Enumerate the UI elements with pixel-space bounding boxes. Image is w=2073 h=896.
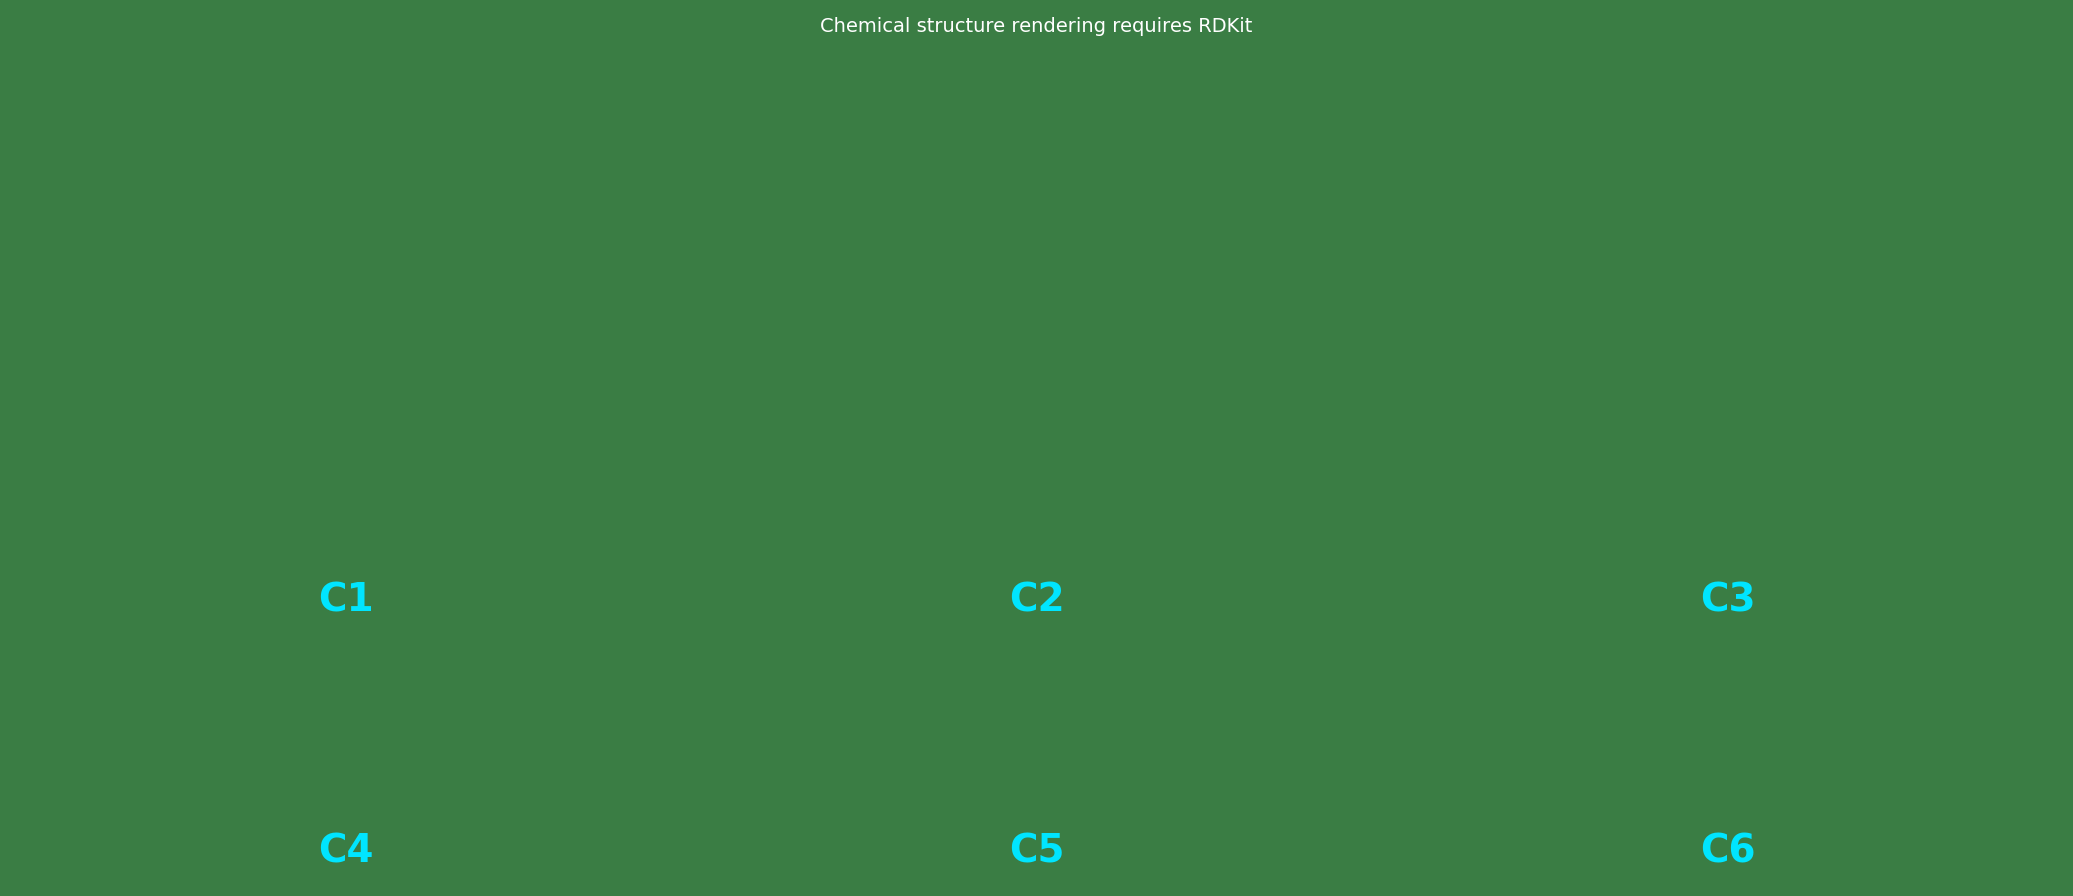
Text: C4: C4 bbox=[317, 832, 373, 870]
Text: C5: C5 bbox=[1010, 832, 1063, 870]
Text: C6: C6 bbox=[1700, 832, 1756, 870]
Text: C2: C2 bbox=[1010, 582, 1063, 619]
Text: Chemical structure rendering requires RDKit: Chemical structure rendering requires RD… bbox=[821, 17, 1252, 37]
Text: C3: C3 bbox=[1700, 582, 1756, 619]
Text: C1: C1 bbox=[317, 582, 373, 619]
